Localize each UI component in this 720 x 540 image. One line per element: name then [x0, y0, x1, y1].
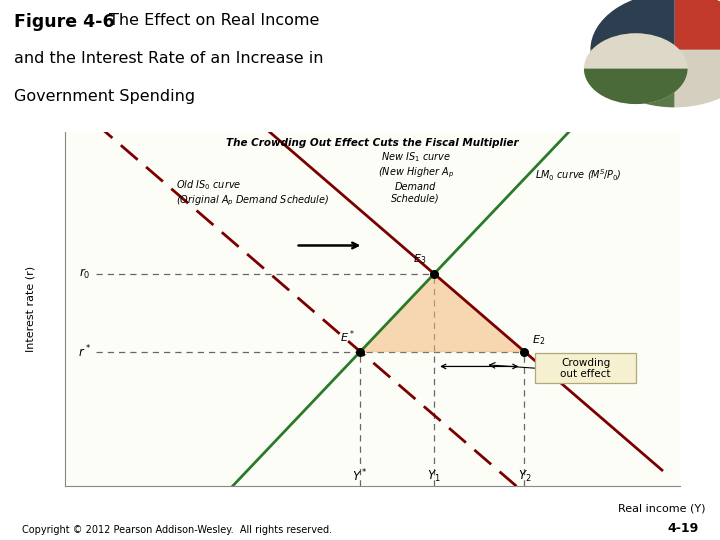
Text: $r_0$: $r_0$: [79, 267, 91, 281]
Wedge shape: [675, 0, 720, 50]
Text: Copyright © 2012 Pearson Addison-Wesley.  All rights reserved.: Copyright © 2012 Pearson Addison-Wesley.…: [22, 524, 332, 535]
Text: $Y_2$: $Y_2$: [518, 469, 531, 484]
Text: $E_2$: $E_2$: [532, 334, 545, 347]
Wedge shape: [675, 50, 720, 107]
Wedge shape: [590, 0, 675, 50]
Polygon shape: [360, 274, 524, 352]
Text: $Y^*$: $Y^*$: [353, 468, 368, 484]
Wedge shape: [584, 69, 688, 104]
Text: Real income (Y): Real income (Y): [618, 504, 706, 514]
Text: $E^*$: $E^*$: [341, 329, 356, 345]
Text: The Effect on Real Income: The Effect on Real Income: [109, 14, 319, 28]
Circle shape: [584, 33, 688, 104]
Text: New $IS_1$ curve
(New Higher $A_p$
Demand
Schedule): New $IS_1$ curve (New Higher $A_p$ Deman…: [377, 150, 454, 203]
Text: and the Interest Rate of an Increase in: and the Interest Rate of an Increase in: [14, 51, 323, 66]
Text: Government Spending: Government Spending: [14, 89, 195, 104]
Text: Figure 4-6: Figure 4-6: [14, 14, 114, 31]
Wedge shape: [590, 50, 675, 107]
Text: $r^*$: $r^*$: [78, 343, 91, 360]
Text: Old $IS_0$ curve
(Original $A_p$ Demand Schedule): Old $IS_0$ curve (Original $A_p$ Demand …: [176, 178, 329, 208]
Text: $E_3$: $E_3$: [413, 252, 427, 266]
FancyBboxPatch shape: [535, 353, 636, 383]
Text: The Crowding Out Effect Cuts the Fiscal Multiplier: The Crowding Out Effect Cuts the Fiscal …: [226, 138, 519, 147]
Text: Crowding
out effect: Crowding out effect: [560, 357, 611, 379]
Text: $Y_1$: $Y_1$: [428, 469, 441, 484]
Text: $LM_0$ curve ($M^S\!/P_0$): $LM_0$ curve ($M^S\!/P_0$): [535, 167, 622, 183]
Text: Interest rate (r): Interest rate (r): [26, 266, 36, 352]
Text: 4-19: 4-19: [667, 522, 698, 535]
